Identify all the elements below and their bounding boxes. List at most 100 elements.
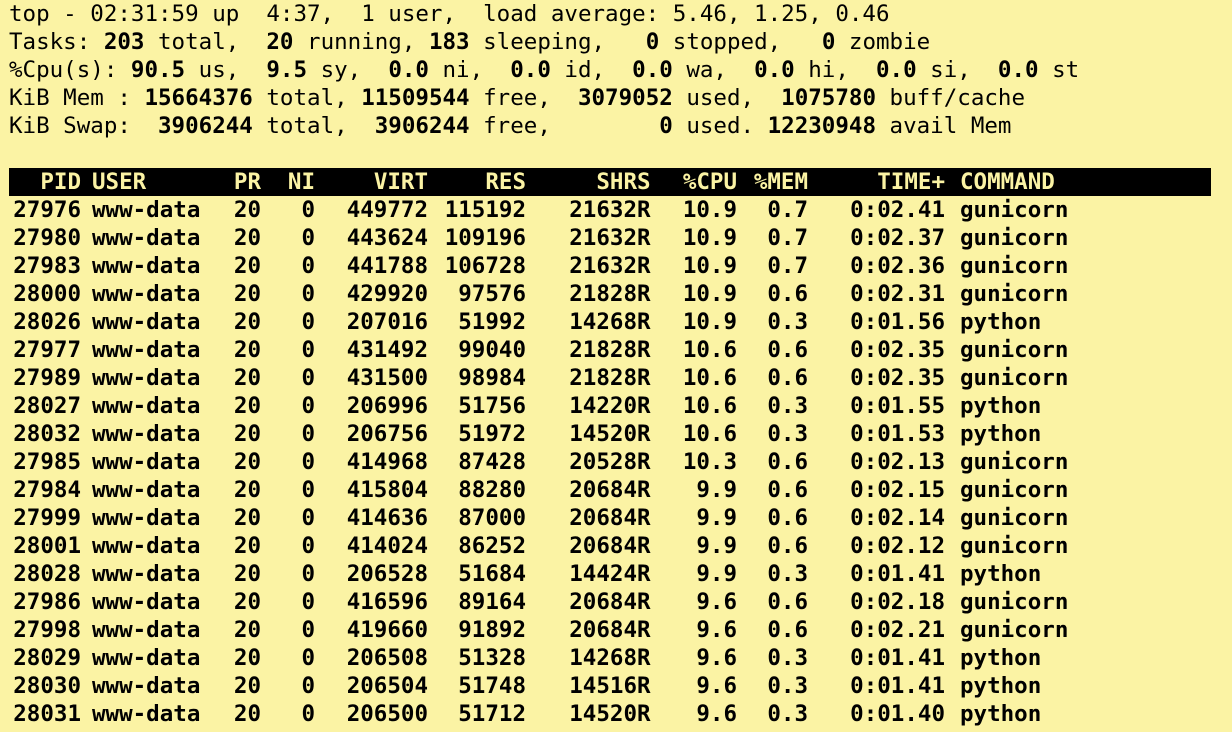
cell-res: 51712 <box>458 701 526 727</box>
process-row[interactable]: 27976 www-data 20 0 449772 115192 21632 R 10.9 0.… <box>9 196 1211 224</box>
cell-time: 0:02.18 <box>850 589 945 615</box>
cell-user: www-data <box>92 365 201 391</box>
cell-virt: 414968 <box>346 449 428 475</box>
cell-state: R <box>637 309 651 335</box>
process-row[interactable]: 27985 www-data 20 0 414968 87428 20528 R 10.3 0.6… <box>9 448 1211 476</box>
cell-res: 99040 <box>458 337 526 363</box>
cell-time: 0:02.21 <box>850 617 945 643</box>
cell-shr: 14268 <box>569 645 637 671</box>
cell-virt: 419660 <box>346 617 428 643</box>
cell-cpu: 9.9 <box>696 477 737 503</box>
cell-res: 51328 <box>458 645 526 671</box>
cell-cpu: 9.6 <box>696 701 737 727</box>
cell-ni: 0 <box>301 253 315 279</box>
cell-state: R <box>637 253 651 279</box>
cell-cpu: 9.6 <box>696 645 737 671</box>
tasks-label: Tasks: <box>9 29 104 55</box>
cell-pr: 20 <box>233 533 261 559</box>
cell-cpu: 9.6 <box>696 589 737 615</box>
cell-time: 0:01.53 <box>850 421 945 447</box>
process-row[interactable]: 27983 www-data 20 0 441788 106728 21632 R 10.9 0.… <box>9 252 1211 280</box>
process-row[interactable]: 28001 www-data 20 0 414024 86252 20684 R 9.9 0.6 0… <box>9 532 1211 560</box>
column-header-state[interactable]: S <box>637 169 651 195</box>
process-row[interactable]: 27984 www-data 20 0 415804 88280 20684 R 9.9 0.6 0… <box>9 476 1211 504</box>
cell-time: 0:02.36 <box>850 253 945 279</box>
cpu-ni-label: ni, <box>428 57 511 83</box>
mem-used-label: used, <box>672 85 782 111</box>
column-header-mem[interactable]: %MEM <box>753 169 808 195</box>
process-row[interactable]: 28031 www-data 20 0 206500 51712 14520 R 9.6 0.3 0… <box>9 700 1211 728</box>
cell-virt: 415804 <box>346 477 428 503</box>
cell-mem: 0.6 <box>767 365 808 391</box>
cell-mem: 0.7 <box>767 225 808 251</box>
cell-shr: 14220 <box>569 393 637 419</box>
cell-mem: 0.3 <box>767 701 808 727</box>
cell-cpu: 9.6 <box>696 617 737 643</box>
cell-res: 51684 <box>458 561 526 587</box>
column-header-shr[interactable]: SHR <box>596 169 637 195</box>
swap-total-value: 3906244 <box>158 113 253 139</box>
column-header-user[interactable]: USER <box>92 169 147 195</box>
swap-avail-label: avail Mem <box>876 113 1012 139</box>
cell-shr: 21632 <box>569 197 637 223</box>
column-header-ni[interactable]: NI <box>287 169 315 195</box>
cell-virt: 206996 <box>346 393 428 419</box>
cpu-label: %Cpu(s): <box>9 57 131 83</box>
cell-user: www-data <box>92 197 201 223</box>
cpu-st-value: 0.0 <box>997 57 1039 83</box>
process-row[interactable]: 28030 www-data 20 0 206504 51748 14516 R 9.6 0.3 0… <box>9 672 1211 700</box>
process-row[interactable]: 27977 www-data 20 0 431492 99040 21828 R 10.6 0.6… <box>9 336 1211 364</box>
cell-pid: 28029 <box>13 645 81 671</box>
process-row[interactable]: 28026 www-data 20 0 207016 51992 14268 R 10.9 0.3… <box>9 308 1211 336</box>
cell-cpu: 10.9 <box>682 197 737 223</box>
cell-ni: 0 <box>301 225 315 251</box>
column-header-pr[interactable]: PR <box>233 169 261 195</box>
cell-shr: 14268 <box>569 309 637 335</box>
tasks-zombie-label: zombie <box>835 29 931 55</box>
cell-virt: 429920 <box>346 281 428 307</box>
cell-pr: 20 <box>233 477 261 503</box>
cell-state: R <box>637 505 651 531</box>
process-row[interactable]: 28029 www-data 20 0 206508 51328 14268 R 9.6 0.3 0… <box>9 644 1211 672</box>
cell-pid: 27998 <box>13 617 81 643</box>
column-header-command[interactable]: COMMAND <box>960 169 1055 195</box>
process-row[interactable]: 27989 www-data 20 0 431500 98984 21828 R 10.6 0.6… <box>9 364 1211 392</box>
cell-command: gunicorn <box>960 589 1069 615</box>
cell-mem: 0.6 <box>767 281 808 307</box>
summary-uptime-line: top - 02:31:59 up 4:37, 1 user, load ave… <box>9 0 890 28</box>
tasks-total-value: 203 <box>103 29 145 55</box>
process-row[interactable]: 28032 www-data 20 0 206756 51972 14520 R 10.6 0.3… <box>9 420 1211 448</box>
column-header-res[interactable]: RES <box>485 169 526 195</box>
cell-pid: 27986 <box>13 589 81 615</box>
cell-cpu: 10.9 <box>682 309 737 335</box>
cell-shr: 14520 <box>569 701 637 727</box>
column-header-pid[interactable]: PID <box>40 169 81 195</box>
process-row[interactable]: 27998 www-data 20 0 419660 91892 20684 R 9.6 0.6 0… <box>9 616 1211 644</box>
process-row[interactable]: 27999 www-data 20 0 414636 87000 20684 R 9.9 0.6 0… <box>9 504 1211 532</box>
cell-cpu: 10.6 <box>682 421 737 447</box>
process-row[interactable]: 27980 www-data 20 0 443624 109196 21632 R 10.9 0.… <box>9 224 1211 252</box>
process-row[interactable]: 28028 www-data 20 0 206528 51684 14424 R 9.9 0.3 0… <box>9 560 1211 588</box>
cell-shr: 20684 <box>569 505 637 531</box>
cell-virt: 206508 <box>346 645 428 671</box>
cell-virt: 206500 <box>346 701 428 727</box>
cell-command: gunicorn <box>960 617 1069 643</box>
process-row[interactable]: 28027 www-data 20 0 206996 51756 14220 R 10.6 0.3… <box>9 392 1211 420</box>
column-header-time[interactable]: TIME+ <box>877 169 945 195</box>
process-row[interactable]: 28000 www-data 20 0 429920 97576 21828 R 10.9 0.6… <box>9 280 1211 308</box>
mem-label: KiB Mem : <box>9 85 145 111</box>
tasks-stopped-value: 0 <box>645 29 660 55</box>
cell-pr: 20 <box>233 393 261 419</box>
cell-mem: 0.6 <box>767 589 808 615</box>
cell-pr: 20 <box>233 561 261 587</box>
cell-pr: 20 <box>233 589 261 615</box>
cell-cpu: 10.9 <box>682 253 737 279</box>
cell-state: R <box>637 617 651 643</box>
cell-cpu: 9.9 <box>696 561 737 587</box>
cell-mem: 0.6 <box>767 617 808 643</box>
column-header-cpu[interactable]: %CPU <box>682 169 737 195</box>
cell-pr: 20 <box>233 281 261 307</box>
column-header-virt[interactable]: VIRT <box>373 169 428 195</box>
process-row[interactable]: 27986 www-data 20 0 416596 89164 20684 R 9.6 0.6 0… <box>9 588 1211 616</box>
cell-pr: 20 <box>233 365 261 391</box>
